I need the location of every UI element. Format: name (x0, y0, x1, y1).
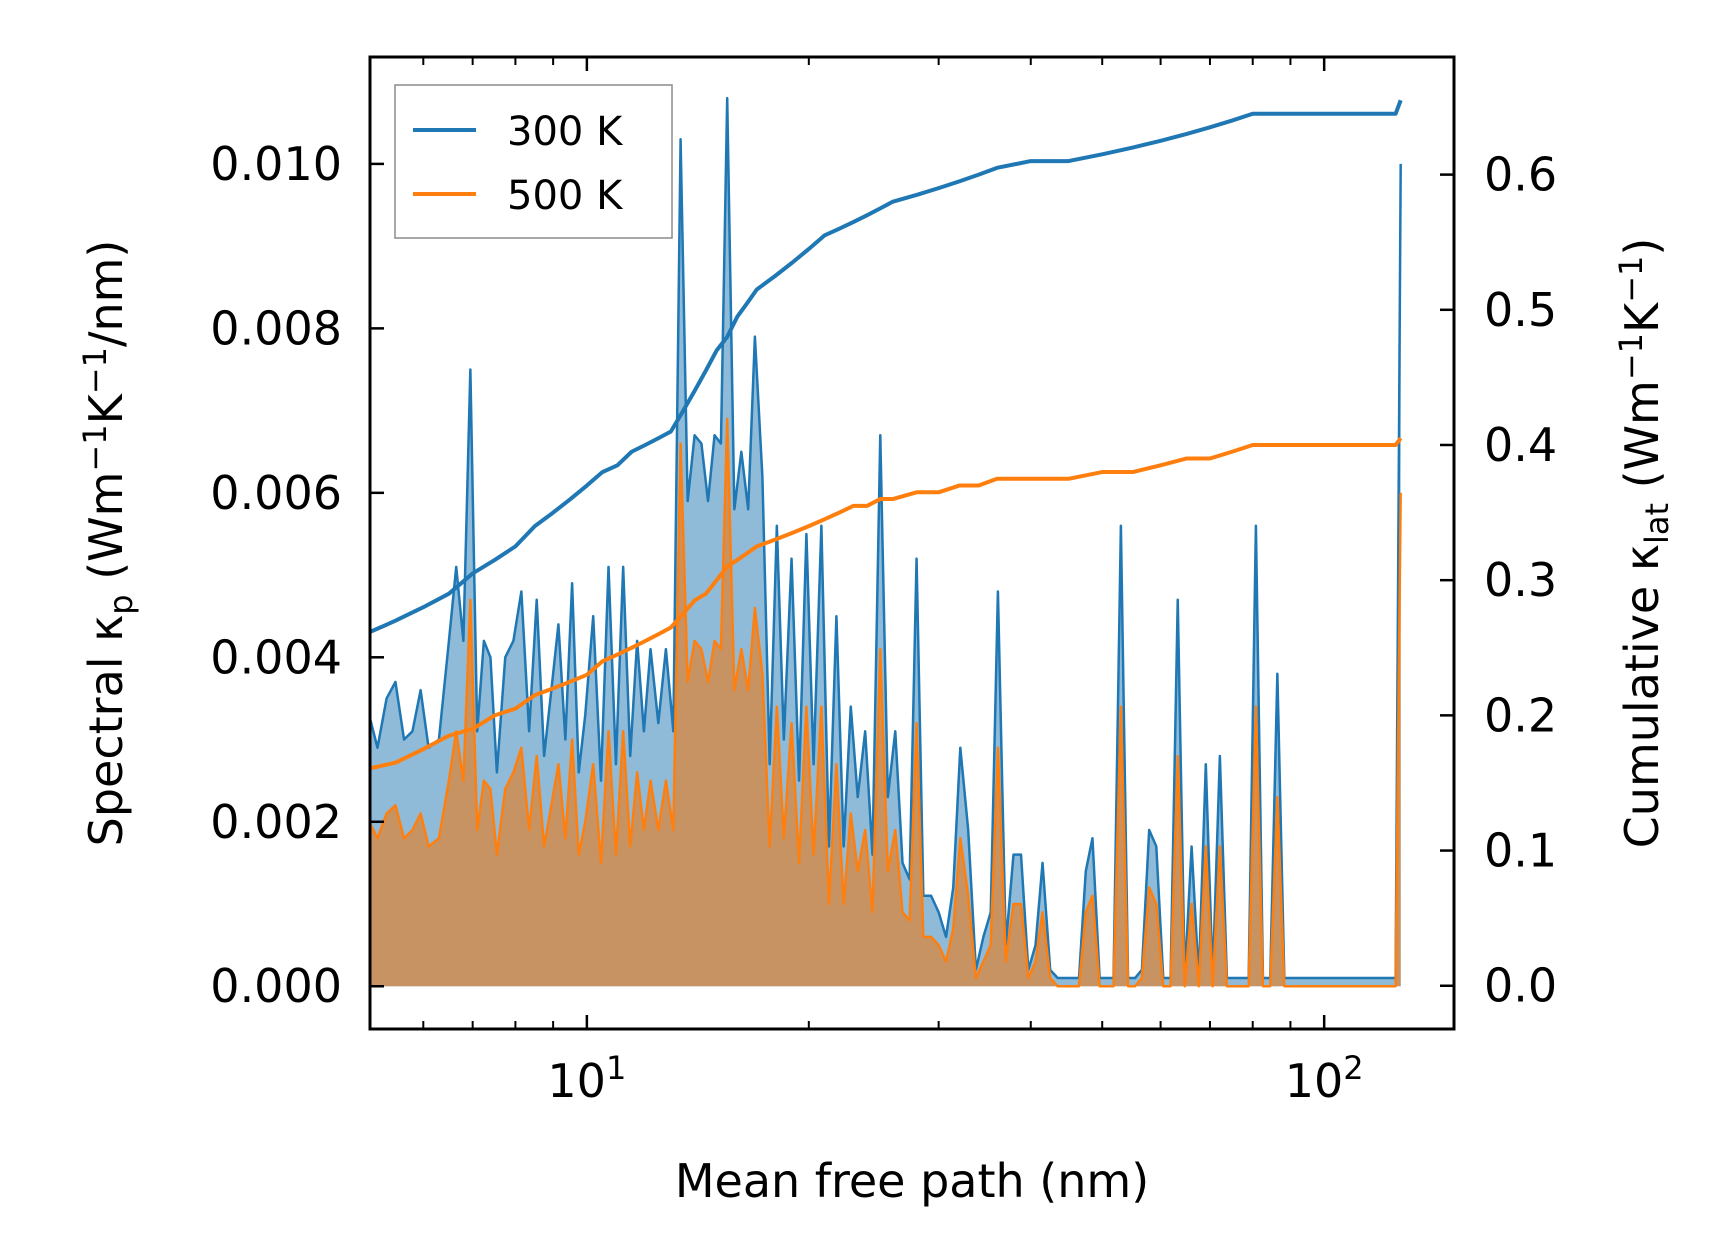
x-axis-title: Mean free path (nm) (675, 1154, 1149, 1208)
plot-frame (368, 55, 1456, 1031)
y-right-axis-ticks: 0.0 0.1 0.2 0.3 0.4 0.5 0.6 (1440, 148, 1557, 1013)
x-tick-label: 101 (547, 1049, 626, 1108)
y-left-axis-ticks: 0.000 0.002 0.004 0.006 0.008 0.010 (210, 137, 384, 1013)
y-left-tick-label: 0.004 (210, 630, 342, 684)
y-right-tick-label: 0.0 (1484, 959, 1557, 1013)
y-right-tick-label: 0.1 (1484, 824, 1557, 878)
y-left-tick-label: 0.010 (210, 137, 342, 191)
plot-area (370, 96, 1403, 988)
y-right-tick-label: 0.2 (1484, 688, 1557, 742)
x-tick-label: 102 (1285, 1049, 1364, 1108)
legend-label-500k: 500 K (507, 173, 624, 219)
y-left-axis-title-units-2: −1 (76, 424, 114, 471)
y-right-axis-title-units-1: (Wm (1615, 380, 1669, 503)
y-right-tick-label: 0.3 (1484, 553, 1557, 607)
y-left-axis-title-units-3: K (79, 392, 133, 424)
spectral-fill-300k (370, 98, 1401, 987)
y-right-axis-title-units-5: ) (1615, 238, 1669, 256)
y-left-tick-label: 0.000 (210, 959, 342, 1013)
y-right-axis-title-units-2: −1 (1612, 333, 1650, 380)
y-right-tick-label: 0.4 (1484, 418, 1557, 472)
y-left-axis-title-units-1: (Wm (79, 472, 133, 595)
y-left-tick-label: 0.008 (210, 301, 342, 355)
y-left-axis-title-units-4: −1 (76, 347, 114, 394)
cumulative-line-500k (370, 437, 1403, 771)
y-right-axis-title-units-3: K (1615, 301, 1669, 333)
y-left-tick-label: 0.006 (210, 466, 342, 520)
legend: 300 K 500 K (394, 84, 673, 239)
y-right-axis-title-units-4: −1 (1612, 256, 1650, 303)
spectral-line-300k (370, 96, 1402, 980)
y-left-tick-label: 0.002 (210, 795, 342, 849)
spectral-fill-500k (370, 418, 1401, 987)
cumulative-series-layer (370, 99, 1403, 771)
spectral-line-500k (370, 417, 1402, 988)
y-right-axis-title: Cumulative κlat (Wm−1K−1) (1612, 238, 1676, 849)
legend-label-300k: 300 K (507, 109, 624, 155)
y-right-axis-title-subscript: lat (1638, 503, 1676, 544)
y-right-tick-label: 0.5 (1484, 283, 1557, 337)
cumulative-line-300k (370, 99, 1403, 635)
y-left-axis-title-subscript: p (102, 594, 140, 614)
x-axis-ticks: 101 102 (422, 57, 1364, 1108)
y-left-axis-title: Spectral κp (Wm−1K−1/nm) (76, 240, 140, 847)
y-left-axis-title-prefix: Spectral κ (79, 615, 133, 847)
y-right-tick-label: 0.6 (1484, 148, 1557, 202)
spectral-series-layer (370, 96, 1402, 988)
axes-layer: 101 102 0.000 0.002 0.004 0.006 0.008 0.010 0.… (210, 55, 1557, 1108)
y-right-axis-title-prefix: Cumulative κ (1615, 544, 1669, 848)
y-left-axis-title-units-5: /nm) (79, 240, 133, 347)
legend-box (394, 84, 673, 239)
